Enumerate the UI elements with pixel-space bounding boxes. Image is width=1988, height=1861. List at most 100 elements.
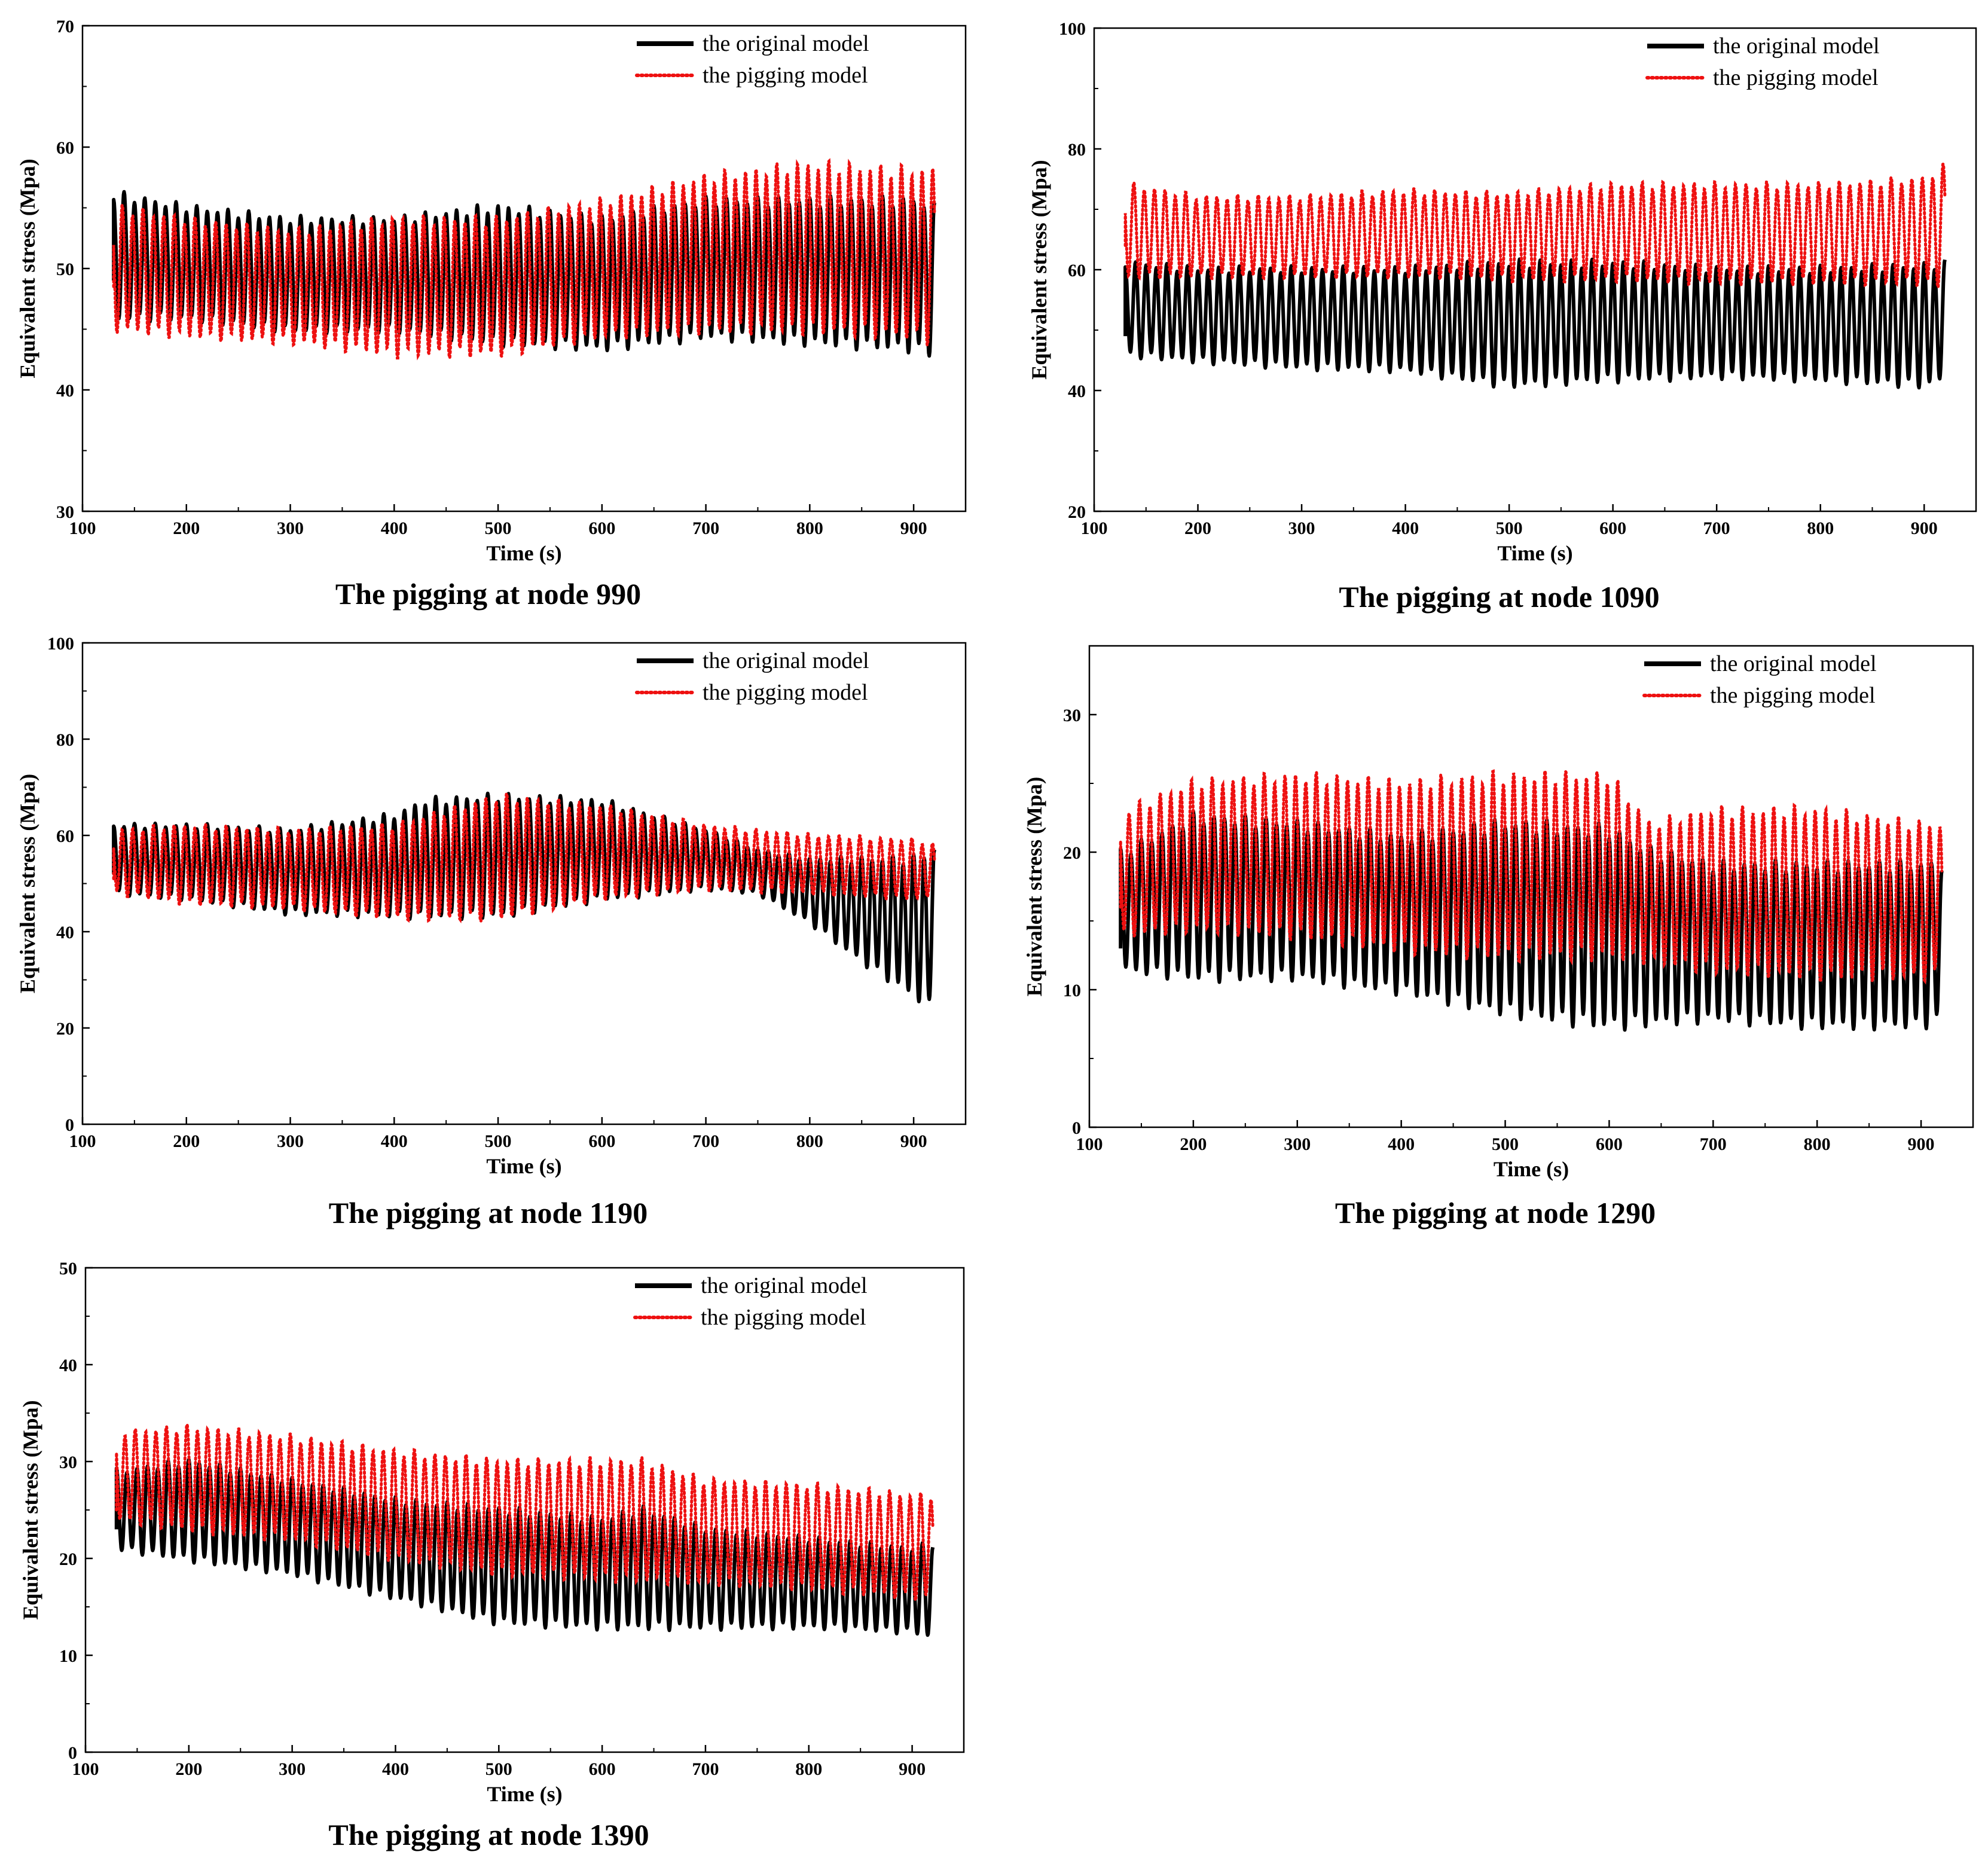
x-tick-label: 700 [692, 1759, 719, 1779]
x-tick-label: 300 [1284, 1134, 1311, 1154]
x-tick-label: 800 [795, 1759, 822, 1779]
x-tick-label: 700 [692, 1131, 719, 1151]
x-tick-label: 900 [900, 518, 927, 538]
x-axis-title: Time (s) [486, 1154, 561, 1178]
legend-label-original: the original model [1710, 651, 1877, 676]
y-tick-label: 30 [56, 502, 74, 522]
chart-caption: The pigging at node 1390 [328, 1818, 649, 1851]
x-tick-label: 400 [381, 518, 408, 538]
y-tick-label: 70 [56, 17, 74, 36]
y-tick-label: 80 [1068, 140, 1086, 160]
x-tick-label: 300 [1288, 518, 1315, 538]
x-tick-label: 600 [588, 518, 615, 538]
x-tick-label: 500 [1496, 518, 1523, 538]
x-tick-label: 200 [1180, 1134, 1207, 1154]
y-tick-label: 20 [1063, 843, 1081, 863]
x-tick-label: 400 [1392, 518, 1419, 538]
chart-caption: The pigging at node 1290 [1335, 1196, 1656, 1230]
y-tick-label: 60 [1068, 261, 1086, 280]
x-tick-label: 300 [279, 1759, 306, 1779]
y-tick-label: 50 [56, 260, 74, 279]
chart-caption: The pigging at node 990 [335, 577, 641, 611]
x-tick-label: 600 [1599, 518, 1626, 538]
y-tick-label: 0 [65, 1115, 74, 1135]
series-line-pigging [115, 1422, 935, 1603]
series-line-pigging [1123, 161, 1947, 291]
y-tick-label: 80 [56, 730, 74, 750]
series-line-pigging [1119, 767, 1944, 985]
y-tick-label: 60 [56, 138, 74, 158]
x-tick-label: 700 [1700, 1134, 1727, 1154]
x-tick-label: 100 [69, 1131, 96, 1151]
x-axis-title: Time (s) [487, 1782, 562, 1806]
legend-label-pigging: the pigging model [703, 680, 868, 705]
y-axis-title: Equivalent stress (Mpa) [16, 158, 39, 378]
y-tick-label: 20 [1068, 502, 1086, 522]
x-tick-label: 200 [173, 518, 200, 538]
series-line-original [112, 791, 936, 1003]
x-tick-label: 800 [1804, 1134, 1831, 1154]
x-tick-label: 200 [175, 1759, 202, 1779]
x-tick-label: 400 [382, 1759, 409, 1779]
y-axis-title: Equivalent stress (Mpa) [16, 774, 39, 993]
x-tick-label: 600 [588, 1131, 615, 1151]
x-axis-title: Time (s) [1497, 541, 1572, 565]
y-tick-label: 40 [56, 923, 74, 942]
x-tick-label: 900 [1911, 518, 1938, 538]
x-tick-label: 500 [1492, 1134, 1519, 1154]
legend-label-original: the original model [1713, 33, 1880, 59]
y-axis-title: Equivalent stress (Mpa) [1027, 160, 1051, 379]
x-tick-label: 700 [1703, 518, 1730, 538]
x-tick-label: 100 [1076, 1134, 1103, 1154]
y-tick-label: 30 [1063, 706, 1081, 725]
y-tick-label: 0 [68, 1743, 77, 1763]
x-tick-label: 100 [72, 1759, 99, 1779]
x-tick-label: 500 [485, 518, 512, 538]
y-axis-title: Equivalent stress (Mpa) [1022, 777, 1046, 996]
y-tick-label: 60 [56, 826, 74, 846]
x-tick-label: 800 [796, 518, 823, 538]
x-tick-label: 900 [899, 1759, 926, 1779]
x-tick-label: 800 [796, 1131, 823, 1151]
y-tick-label: 40 [59, 1356, 77, 1375]
x-tick-label: 600 [589, 1759, 616, 1779]
y-tick-label: 40 [1068, 382, 1086, 401]
x-tick-label: 900 [1908, 1134, 1935, 1154]
x-tick-label: 300 [277, 518, 304, 538]
y-tick-label: 100 [1059, 19, 1086, 39]
y-tick-label: 10 [59, 1646, 77, 1666]
series-line-pigging [112, 158, 936, 361]
x-tick-label: 400 [1388, 1134, 1415, 1154]
x-tick-label: 200 [1184, 518, 1211, 538]
x-tick-label: 500 [485, 1759, 512, 1779]
x-tick-label: 400 [381, 1131, 408, 1151]
x-tick-label: 900 [900, 1131, 927, 1151]
legend-label-original: the original model [703, 648, 869, 673]
y-tick-label: 20 [59, 1549, 77, 1569]
x-tick-label: 100 [1081, 518, 1108, 538]
x-tick-label: 500 [485, 1131, 512, 1151]
y-tick-label: 100 [47, 634, 74, 654]
chart-4: 100 200 300 400 500 600 700 800 900 0 10 20 30 Time (… [1022, 645, 1974, 1230]
y-tick-label: 30 [59, 1453, 77, 1472]
y-tick-label: 0 [1072, 1118, 1081, 1138]
legend-label-original: the original model [703, 31, 869, 56]
legend-label-pigging: the pigging model [701, 1305, 866, 1330]
chart-1: 100 200 300 400 500 600 700 800 900 30 40 50 60 70 Tim… [16, 17, 967, 611]
chart-caption: The pigging at node 1190 [329, 1196, 648, 1230]
y-tick-label: 40 [56, 381, 74, 401]
x-tick-label: 600 [1596, 1134, 1623, 1154]
chart-3: 100 200 300 400 500 600 700 800 900 0 20 40 60 80 100 T… [16, 634, 967, 1230]
x-tick-label: 200 [173, 1131, 200, 1151]
legend-label-original: the original model [701, 1273, 868, 1298]
y-axis-title: Equivalent stress (Mpa) [19, 1400, 42, 1619]
series-line-pigging [112, 792, 936, 924]
x-tick-label: 300 [277, 1131, 304, 1151]
x-axis-title: Time (s) [1494, 1157, 1569, 1181]
series-line-original [1123, 257, 1947, 390]
x-tick-label: 800 [1807, 518, 1834, 538]
plot-frame [1088, 645, 1974, 1128]
chart-5: 100 200 300 400 500 600 700 800 900 0 10 20 30 40 50 Ti… [19, 1259, 965, 1851]
y-tick-label: 20 [56, 1019, 74, 1039]
chart-2: 100 200 300 400 500 600 700 800 900 20 40 60 80 100 Ti… [1027, 19, 1977, 614]
